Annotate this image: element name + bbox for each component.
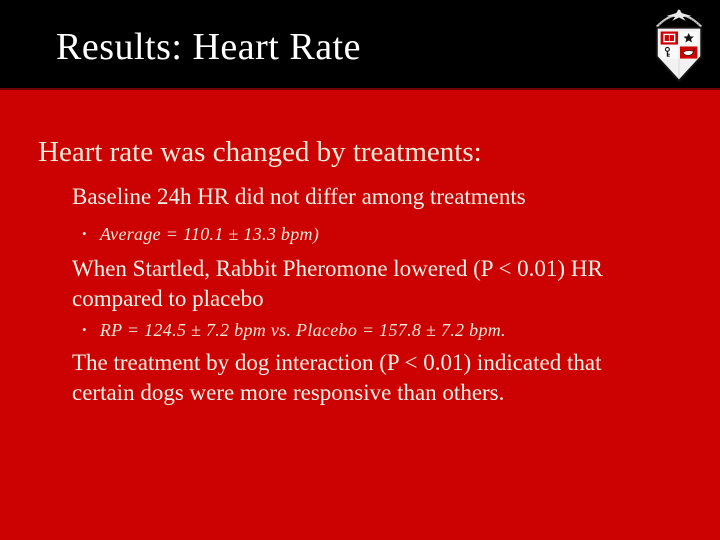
bullet-point-startled: When Startled, Rabbit Pheromone lowered … — [72, 254, 698, 314]
bullet-point-dog-interaction: The treatment by dog interaction (P < 0.… — [72, 348, 698, 408]
bullet-point-baseline: Baseline 24h HR did not differ among tre… — [72, 182, 698, 212]
bullet-line: The treatment by dog interaction (P < 0.… — [72, 350, 602, 375]
bullet-line: Baseline 24h HR did not differ among tre… — [72, 184, 526, 209]
sub-bullet-rp-vs-placebo: • RP = 124.5 ± 7.2 bpm vs. Placebo = 157… — [82, 318, 698, 342]
slide-body: Heart rate was changed by treatments: Ba… — [38, 134, 698, 408]
sub-bullet-line: RP = 124.5 ± 7.2 bpm vs. Placebo = 157.8… — [99, 320, 506, 340]
bullet-line: When Startled, Rabbit Pheromone lowered … — [72, 256, 603, 281]
bullet-line: certain dogs were more responsive than o… — [72, 380, 505, 405]
bullet-line: compared to placebo — [72, 286, 264, 311]
bullet-dot-icon: • — [82, 322, 87, 337]
sub-bullet-average: • Average = 110.1 ± 13.3 bpm) — [82, 222, 698, 246]
body-heading: Heart rate was changed by treatments: — [38, 136, 482, 168]
bullet-dot-icon: • — [82, 226, 87, 241]
slide-header-bar: Results: Heart Rate — [0, 0, 720, 90]
sub-bullet-line: Average = 110.1 ± 13.3 bpm) — [99, 224, 320, 244]
slide-title: Results: Heart Rate — [56, 26, 361, 68]
university-crest-icon — [655, 9, 703, 83]
